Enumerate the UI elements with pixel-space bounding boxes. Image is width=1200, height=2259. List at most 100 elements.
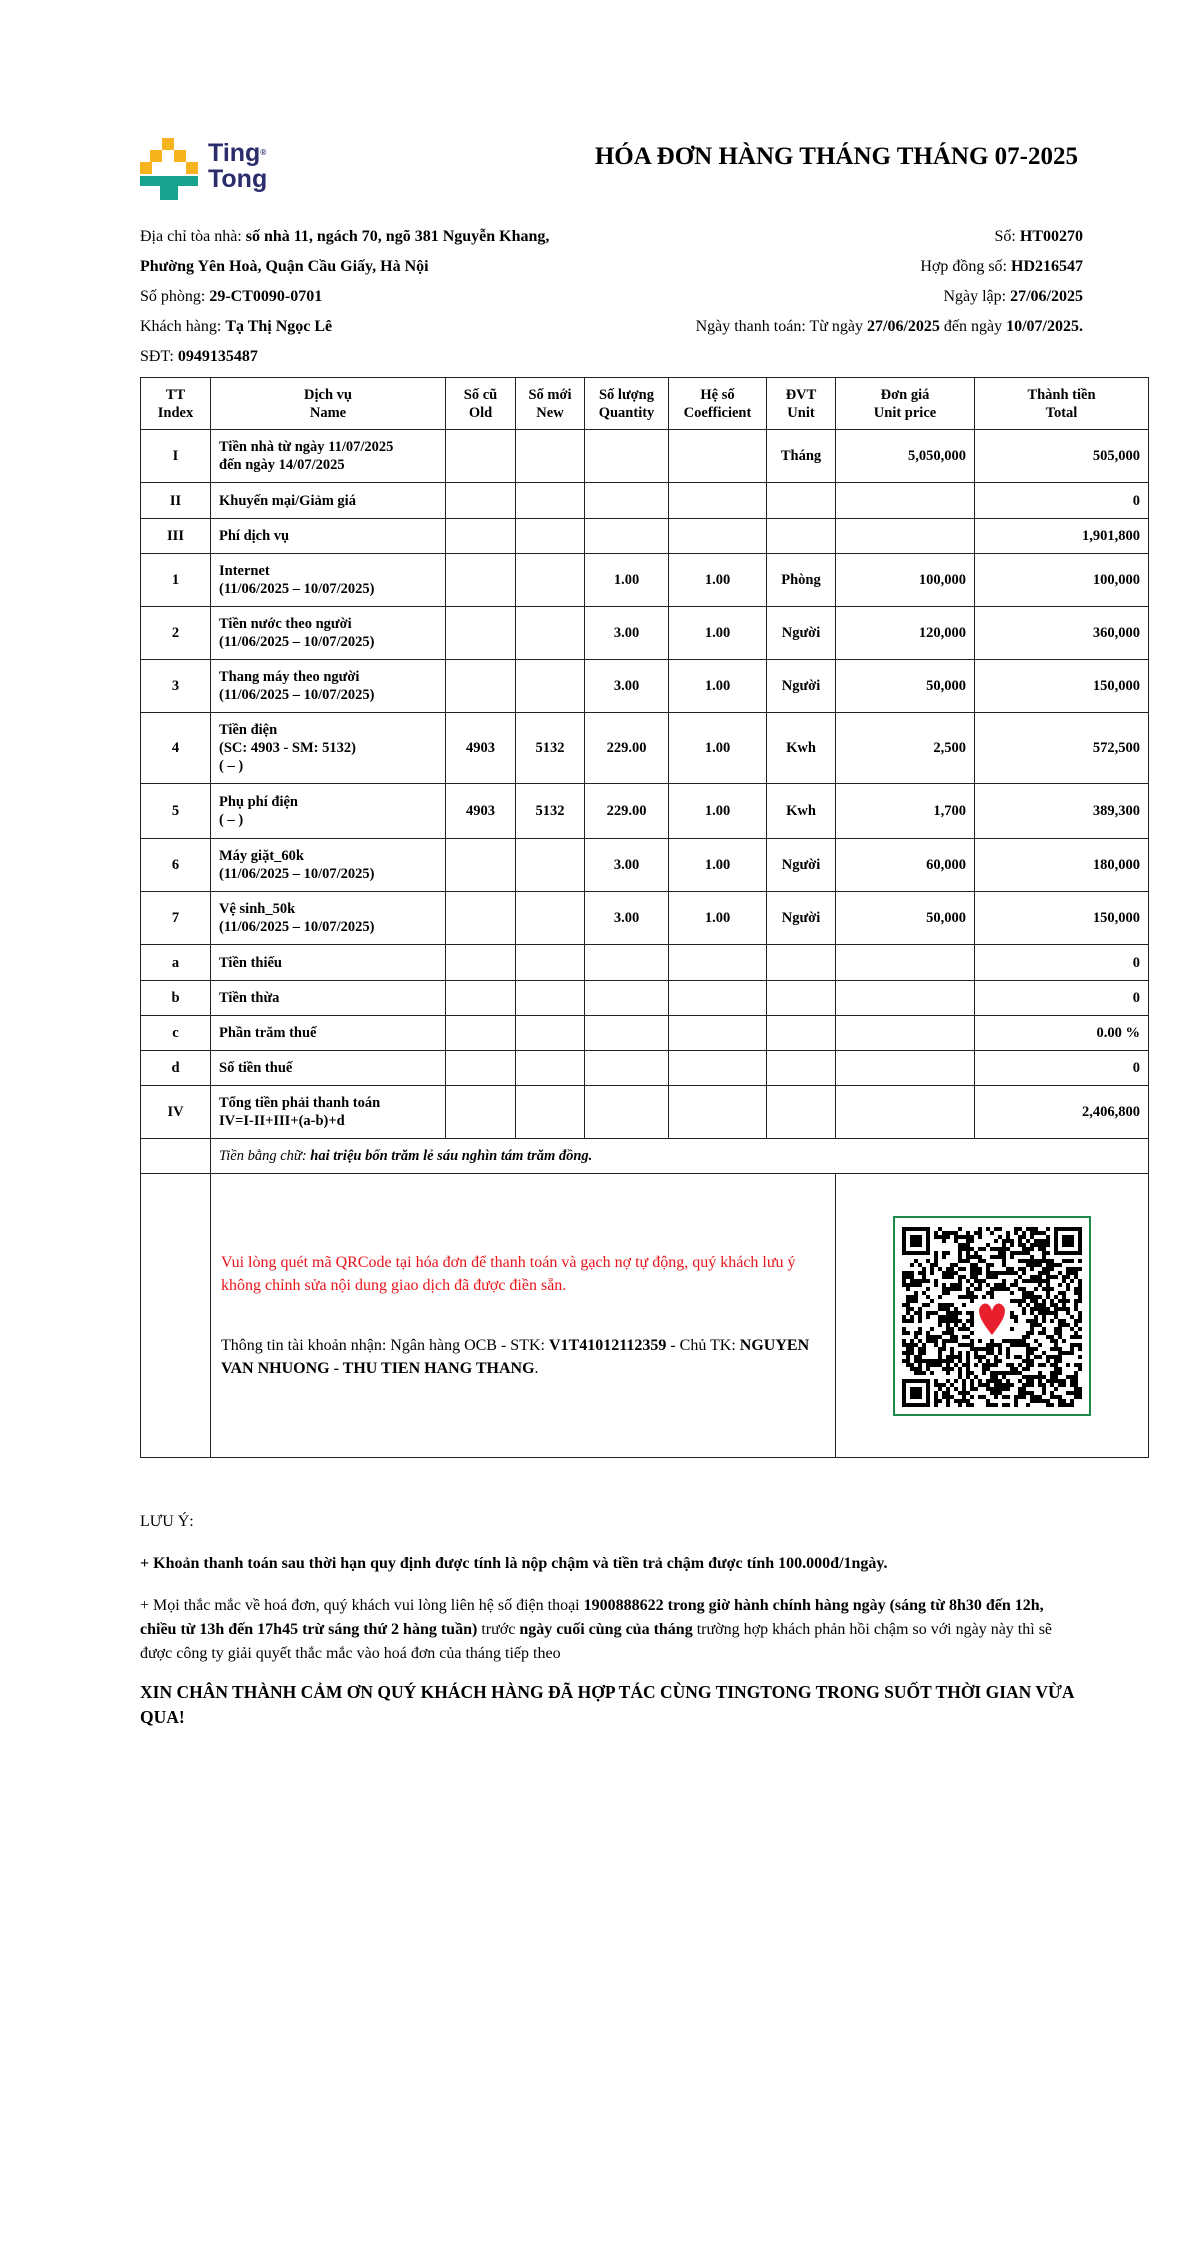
coefficient-cell bbox=[668, 1015, 767, 1051]
table-row: III Phí dịch vụ 1,901,800 bbox=[140, 518, 1149, 554]
table-row: 1 Internet (11/06/2025 – 10/07/2025) 1.00 1… bbox=[140, 553, 1149, 607]
new-reading-cell bbox=[515, 838, 585, 892]
unit-cell bbox=[766, 1050, 836, 1086]
note2-b: 1900888622 trong giờ hành chính hàng ngà… bbox=[140, 1597, 1044, 1638]
new-reading-cell bbox=[515, 429, 585, 483]
note2-d: ngày cuối cùng của tháng bbox=[519, 1621, 693, 1638]
notes-heading: LƯU Ý: bbox=[140, 1513, 194, 1530]
unit-price-cell: 50,000 bbox=[835, 891, 975, 945]
service-name-cell: Tiền nước theo người (11/06/2025 – 10/07… bbox=[210, 606, 446, 660]
qr-code bbox=[893, 1215, 1091, 1416]
total-cell: 150,000 bbox=[974, 891, 1149, 945]
quantity-cell: 3.00 bbox=[584, 606, 669, 660]
qr-cell bbox=[835, 1173, 1149, 1458]
coefficient-cell bbox=[668, 429, 767, 483]
contract-label: Hợp đồng số: bbox=[920, 258, 1011, 275]
unit-price-cell: 5,050,000 bbox=[835, 429, 975, 483]
coefficient-cell: 1.00 bbox=[668, 891, 767, 945]
payment-warning: Vui lòng quét mã QRCode tại hóa đơn để t… bbox=[221, 1254, 796, 1294]
pay-to: 10/07/2025. bbox=[1006, 318, 1083, 335]
unit-cell bbox=[766, 944, 836, 981]
service-name-cell: Phụ phí điện ( – ) bbox=[210, 783, 446, 839]
note2-e: trường hợp khách phản hồi chậm so với ng… bbox=[140, 1621, 1053, 1662]
new-reading-cell bbox=[515, 944, 585, 981]
service-name-cell: Tiền thừa bbox=[210, 980, 446, 1016]
column-header: Số mới New bbox=[515, 377, 585, 430]
heart-icon bbox=[979, 1303, 1005, 1335]
unit-price-cell: 120,000 bbox=[835, 606, 975, 660]
old-reading-cell bbox=[445, 944, 516, 981]
new-reading-cell bbox=[515, 1050, 585, 1086]
index-cell: 1 bbox=[140, 553, 211, 607]
column-header: Số lượng Quantity bbox=[584, 377, 669, 430]
old-reading-cell bbox=[445, 429, 516, 483]
coefficient-cell: 1.00 bbox=[668, 783, 767, 839]
total-cell: 2,406,800 bbox=[974, 1085, 1149, 1139]
quantity-cell bbox=[584, 944, 669, 981]
qr-modules bbox=[902, 1226, 1082, 1407]
table-row: 2 Tiền nước theo người (11/06/2025 – 10/0… bbox=[140, 606, 1149, 660]
total-cell: 150,000 bbox=[974, 659, 1149, 713]
old-reading-cell bbox=[445, 1085, 516, 1139]
unit-price-cell: 100,000 bbox=[835, 553, 975, 607]
coefficient-cell bbox=[668, 1085, 767, 1139]
coefficient-cell bbox=[668, 482, 767, 519]
quantity-cell bbox=[584, 518, 669, 554]
owner-label: - Chủ TK: bbox=[666, 1337, 740, 1354]
account-owner: NGUYEN VAN NHUONG - THU TIEN HANG THANG bbox=[221, 1337, 810, 1377]
unit-price-cell bbox=[835, 1085, 975, 1139]
service-name-cell: Phí dịch vụ bbox=[210, 518, 446, 554]
total-cell: 0 bbox=[974, 1050, 1149, 1086]
index-cell: II bbox=[140, 482, 211, 519]
index-cell: 5 bbox=[140, 783, 211, 839]
quantity-cell bbox=[584, 980, 669, 1016]
invoice-table: TT Index Dịch vụ Name Số cũ Old Số mới New S… bbox=[140, 377, 1149, 1458]
old-reading-cell bbox=[445, 659, 516, 713]
index-cell: III bbox=[140, 518, 211, 554]
unit-price-cell bbox=[835, 980, 975, 1016]
phone: 0949135487 bbox=[177, 348, 258, 365]
column-header: Đơn giá Unit price bbox=[835, 377, 975, 430]
service-name-cell: Vệ sinh_50k (11/06/2025 – 10/07/2025) bbox=[210, 891, 446, 945]
unit-cell bbox=[766, 1015, 836, 1051]
room-label: Số phòng: bbox=[140, 288, 210, 305]
unit-cell: Người bbox=[766, 606, 836, 660]
new-reading-cell bbox=[515, 482, 585, 519]
total-cell: 1,901,800 bbox=[974, 518, 1149, 554]
invoice-no: HT00270 bbox=[1019, 228, 1083, 245]
quantity-cell: 3.00 bbox=[584, 891, 669, 945]
unit-cell bbox=[766, 518, 836, 554]
words-value: hai triệu bốn trăm lẻ sáu nghìn tám trăm… bbox=[310, 1148, 593, 1164]
table-row: 3 Thang máy theo người (11/06/2025 – 10/0… bbox=[140, 659, 1149, 713]
quantity-cell: 229.00 bbox=[584, 712, 669, 784]
service-name-cell: Máy giặt_60k (11/06/2025 – 10/07/2025) bbox=[210, 838, 446, 892]
unit-cell: Người bbox=[766, 838, 836, 892]
coefficient-cell: 1.00 bbox=[668, 659, 767, 713]
unit-cell: Người bbox=[766, 891, 836, 945]
total-cell: 572,500 bbox=[974, 712, 1149, 784]
tingtong-logo: Ting® Tong bbox=[140, 138, 300, 200]
column-header: Thành tiền Total bbox=[974, 377, 1149, 430]
coefficient-cell: 1.00 bbox=[668, 712, 767, 784]
customer-label: Khách hàng: bbox=[140, 318, 226, 335]
column-header: Dịch vụ Name bbox=[210, 377, 446, 430]
unit-price-cell: 60,000 bbox=[835, 838, 975, 892]
quantity-cell bbox=[584, 1015, 669, 1051]
index-cell: d bbox=[140, 1050, 211, 1086]
new-reading-cell: 5132 bbox=[515, 712, 585, 784]
total-cell: 0.00 % bbox=[974, 1015, 1149, 1051]
index-cell: I bbox=[140, 429, 211, 483]
service-name-cell: Tiền nhà từ ngày 11/07/2025 đến ngày 14/… bbox=[210, 429, 446, 483]
thank-you-message: XIN CHÂN THÀNH CẢM ƠN QUÝ KHÁCH HÀNG ĐÃ … bbox=[140, 1682, 1074, 1727]
table-header: TT Index Dịch vụ Name Số cũ Old Số mới New S… bbox=[140, 377, 1149, 430]
table-row: 6 Máy giặt_60k (11/06/2025 – 10/07/2025) 3… bbox=[140, 838, 1149, 892]
empty-cell bbox=[140, 1138, 211, 1174]
old-reading-cell bbox=[445, 980, 516, 1016]
note-contact: + Mọi thắc mắc về hoá đơn, quý khách vui… bbox=[140, 1594, 1080, 1666]
coefficient-cell bbox=[668, 980, 767, 1016]
coefficient-cell: 1.00 bbox=[668, 838, 767, 892]
old-reading-cell: 4903 bbox=[445, 783, 516, 839]
quantity-cell: 1.00 bbox=[584, 553, 669, 607]
new-reading-cell bbox=[515, 659, 585, 713]
qr-code-icon bbox=[902, 1226, 1082, 1407]
